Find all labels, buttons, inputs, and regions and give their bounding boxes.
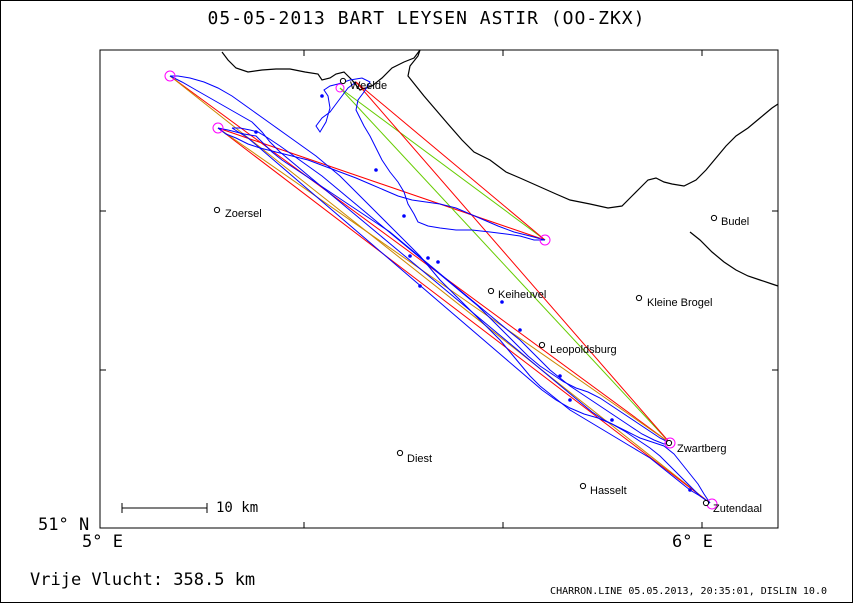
place-label-kleine-brogel: Kleine Brogel — [647, 297, 712, 309]
scale-label: 10 km — [216, 500, 259, 516]
border-line — [221, 49, 421, 91]
axis-ticks — [100, 50, 778, 528]
turnpoints — [164, 70, 718, 510]
plot-box — [99, 49, 779, 529]
lon-label-right: 6° E — [672, 532, 713, 552]
place-labels: Weelde Zoersel Budel Keiheuvel Kleine Br… — [225, 80, 762, 515]
task-legs — [169, 75, 711, 504]
track-fixes — [254, 94, 692, 492]
place-label-diest: Diest — [407, 453, 432, 465]
scale-bar — [121, 503, 208, 513]
credit-label: CHARRON.LINE 05.05.2013, 20:35:01, DISLI… — [550, 586, 827, 597]
place-label-hasselt: Hasselt — [590, 485, 627, 497]
border-line — [407, 49, 779, 209]
place-label-keiheuvel: Keiheuvel — [498, 289, 546, 301]
distance-label: Vrije Vlucht: 358.5 km — [30, 570, 256, 590]
place-markers — [213, 77, 718, 507]
place-label-budel: Budel — [721, 216, 749, 228]
place-label-zoersel: Zoersel — [225, 208, 262, 220]
page-title: 05-05-2013 BART LEYSEN ASTIR (OO-ZKX) — [207, 8, 646, 29]
place-label-weelde: Weelde — [350, 80, 387, 92]
lon-label-left: 5° E — [82, 532, 123, 552]
place-label-zwartberg: Zwartberg — [677, 443, 727, 455]
border-line — [689, 231, 779, 287]
lat-label: 51° N — [38, 515, 90, 535]
flight-track — [169, 75, 711, 504]
place-label-leopoldsburg: Leopoldsburg — [550, 344, 617, 356]
place-label-zutendaal: Zutendaal — [713, 503, 762, 515]
